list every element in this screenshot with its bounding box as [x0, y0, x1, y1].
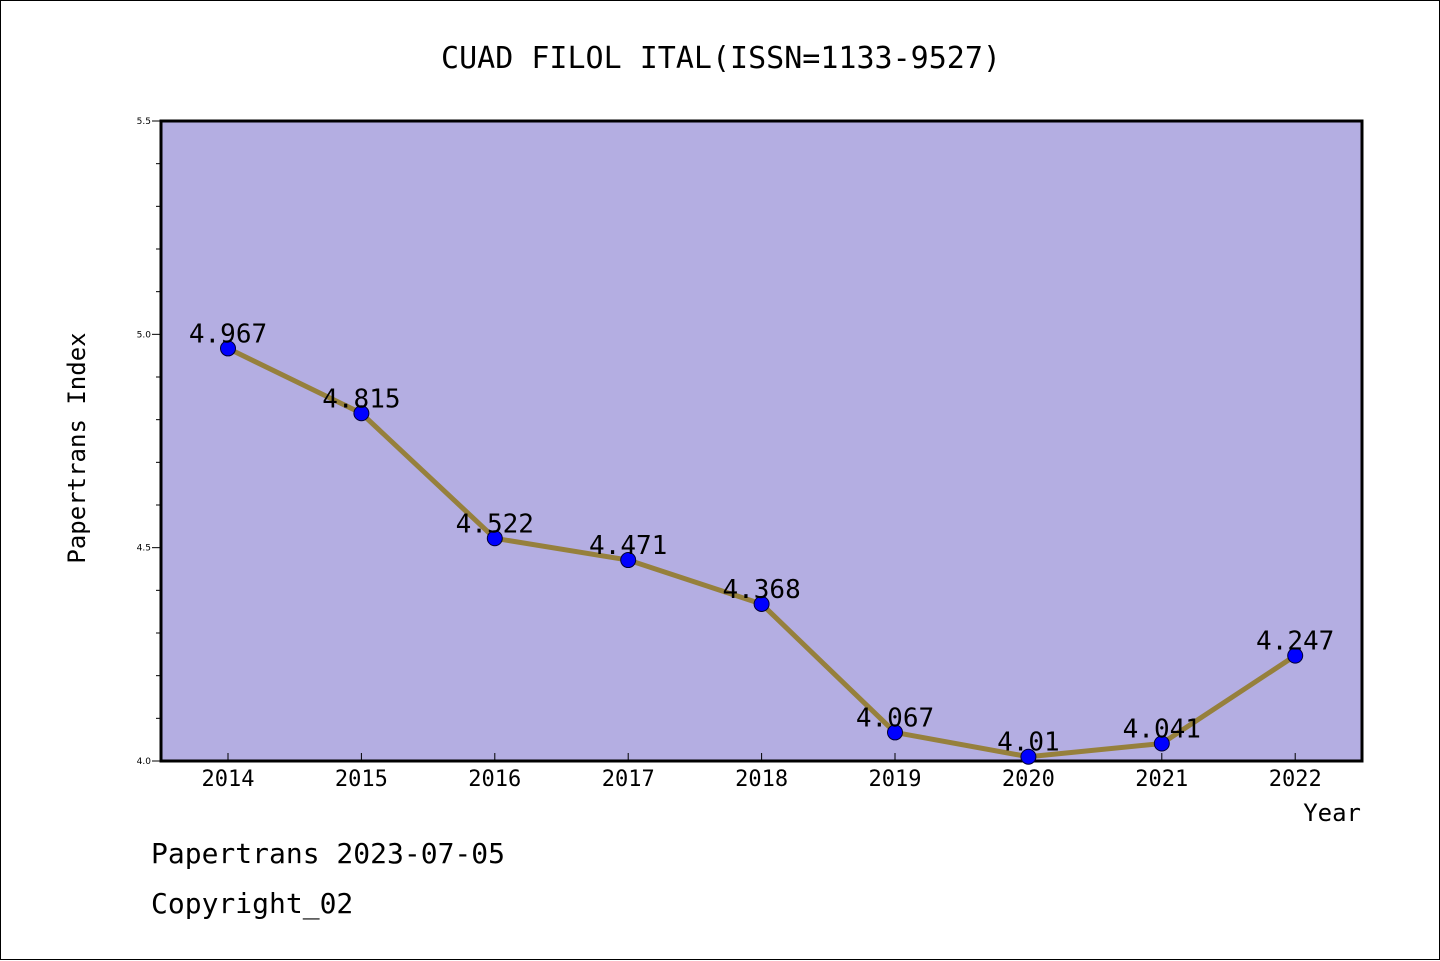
- data-label: 4.247: [1256, 627, 1334, 657]
- y-tick-label: 5.5: [137, 117, 151, 127]
- x-tick-label: 2020: [1002, 767, 1055, 792]
- data-label: 4.067: [856, 703, 934, 733]
- y-axis-label: Papertrans Index: [63, 332, 91, 563]
- x-tick-label: 2022: [1269, 767, 1322, 792]
- data-point: [1153, 735, 1170, 752]
- data-point: [753, 595, 770, 612]
- data-point: [220, 340, 236, 357]
- footer-date-text: Papertrans 2023-07-05: [151, 837, 506, 870]
- data-label: 4.041: [1123, 715, 1201, 745]
- x-tick-label: 2017: [602, 767, 655, 792]
- y-axis: 4.0 4.5 5.0 5.5: [137, 117, 161, 767]
- y-tick-label: 5.0: [137, 330, 152, 340]
- data-point: [620, 552, 637, 569]
- data-point: [486, 530, 503, 547]
- x-axis: 2014 2015 2016 2017 2018 2019 2020 2021 2022: [202, 753, 1322, 792]
- x-tick-label: 2021: [1135, 767, 1188, 792]
- footer-copyright-text: Copyright_02: [151, 887, 354, 920]
- data-point: [887, 724, 903, 741]
- data-labels-group: 4.967 4.815 4.522 4.471 4.368 4.067 4.01 4.041 4…: [189, 319, 1334, 757]
- data-label: 4.368: [722, 575, 800, 605]
- x-tick-label: 2018: [735, 767, 788, 792]
- data-label: 4.01: [997, 728, 1060, 758]
- plot-area: [159, 119, 1364, 763]
- data-point: [1020, 748, 1037, 765]
- data-label: 4.471: [589, 531, 667, 561]
- y-tick-label: 4.5: [137, 544, 151, 554]
- y-tick-label: 4.0: [137, 757, 152, 767]
- data-label: 4.815: [322, 384, 400, 414]
- data-label: 4.967: [189, 319, 267, 349]
- data-label: 4.522: [456, 509, 534, 539]
- x-tick-label: 2019: [869, 767, 922, 792]
- data-point: [1287, 647, 1304, 664]
- chart-title: CUAD FILOL ITAL(ISSN=1133-9527): [441, 41, 1001, 76]
- x-tick-label: 2016: [468, 767, 521, 792]
- data-point: [353, 405, 370, 422]
- x-tick-label: 2015: [335, 767, 388, 792]
- x-axis-label: Year: [1303, 799, 1361, 827]
- x-tick-label: 2014: [202, 767, 255, 792]
- markers-group: [220, 340, 1304, 765]
